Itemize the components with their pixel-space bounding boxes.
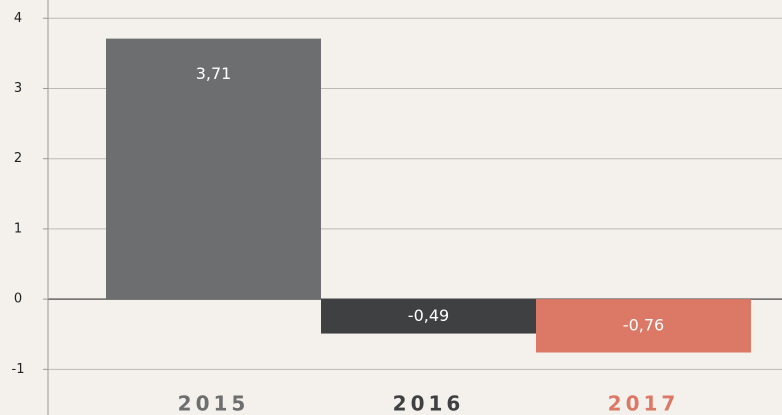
bar xyxy=(106,38,321,300)
value-label: -0,76 xyxy=(623,315,664,334)
bar xyxy=(536,299,751,353)
y-tick-label: 4 xyxy=(14,11,22,26)
value-label: -0,49 xyxy=(408,306,449,325)
y-tick-label: 2 xyxy=(14,151,22,166)
y-tick-label: 0 xyxy=(14,292,22,307)
y-tick-label: 3 xyxy=(14,81,22,96)
x-tick-label: 2016 xyxy=(393,392,465,415)
y-tick-label: -1 xyxy=(12,362,25,377)
y-tick-label: 1 xyxy=(14,221,22,236)
bar xyxy=(321,299,536,334)
value-label: 3,71 xyxy=(196,64,232,83)
x-tick-label: 2017 xyxy=(608,392,680,415)
x-tick-label: 2015 xyxy=(178,392,250,415)
